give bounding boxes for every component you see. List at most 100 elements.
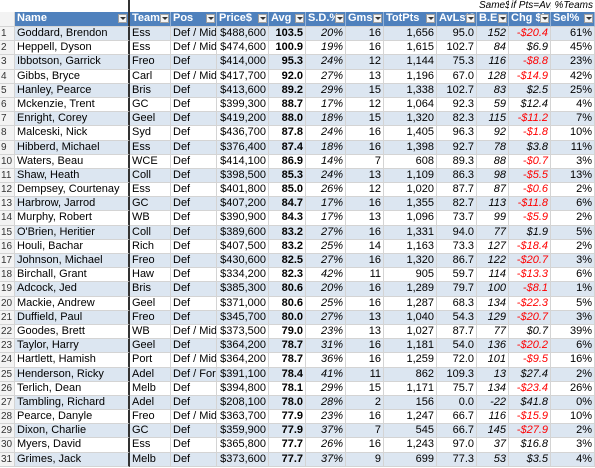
- average: 78.7: [269, 339, 306, 354]
- price-change: -$20.4: [509, 27, 551, 42]
- blank-cell: [0, 0, 15, 12]
- position: Def: [171, 339, 217, 354]
- games: 16: [346, 41, 384, 56]
- row-number: 25: [0, 367, 15, 382]
- team: Freo: [130, 55, 171, 70]
- break-even: 116: [477, 55, 509, 70]
- filter-dropdown[interactable]: [118, 14, 127, 23]
- filter-dropdown[interactable]: [426, 14, 435, 23]
- price-change: $27.4: [509, 367, 551, 382]
- average: 80.6: [269, 282, 306, 297]
- filter-dropdown[interactable]: [584, 14, 593, 23]
- price: $345,700: [217, 310, 269, 325]
- games: 2: [346, 395, 384, 411]
- selected-percent: 10%: [551, 126, 595, 141]
- average: 77.7: [269, 452, 306, 467]
- price: $363,700: [217, 410, 269, 425]
- price: $430,600: [217, 254, 269, 269]
- games: 13: [346, 211, 384, 226]
- row-number: 24: [0, 353, 15, 368]
- average: 84.7: [269, 197, 306, 212]
- total-points: 1,320: [384, 112, 437, 127]
- selected-percent: 25%: [551, 83, 595, 98]
- filter-dropdown[interactable]: [295, 14, 304, 23]
- column-header: Team: [130, 12, 171, 27]
- team: Freo: [130, 254, 171, 269]
- std-dev: 37%: [306, 452, 346, 467]
- row-number: 8: [0, 126, 15, 141]
- selected-percent: 42%: [551, 69, 595, 84]
- position: Def: [171, 381, 217, 396]
- std-dev: 18%: [306, 112, 346, 127]
- total-points: 1,338: [384, 83, 437, 98]
- position: Def: [171, 55, 217, 70]
- total-points: 862: [384, 367, 437, 382]
- position: Def: [171, 296, 217, 311]
- player-name: Murphy, Robert: [15, 211, 130, 226]
- filter-dropdown[interactable]: [335, 14, 344, 23]
- column-header: Avg: [269, 12, 306, 27]
- break-even: 145: [477, 424, 509, 439]
- games: 16: [346, 282, 384, 297]
- games: 16: [346, 296, 384, 311]
- filter-dropdown[interactable]: [540, 14, 549, 23]
- blank-cell: [306, 0, 346, 12]
- average-last-3: 77.3: [437, 452, 477, 467]
- filter-dropdown[interactable]: [206, 14, 215, 23]
- filter-dropdown[interactable]: [498, 14, 507, 23]
- player-name: Hibberd, Michael: [15, 140, 130, 155]
- filter-dropdown[interactable]: [373, 14, 382, 23]
- player-name: Dixon, Charlie: [15, 424, 130, 439]
- selected-percent: 13%: [551, 168, 595, 184]
- std-dev: 27%: [306, 69, 346, 84]
- position: Def: [171, 112, 217, 127]
- average-last-3: 86.3: [437, 168, 477, 184]
- average-last-3: 75.3: [437, 55, 477, 70]
- row-number: 31: [0, 452, 15, 467]
- break-even: 113: [477, 197, 509, 212]
- row-number: 22: [0, 324, 15, 340]
- total-points: 905: [384, 268, 437, 283]
- games: 15: [346, 112, 384, 127]
- team: Carl: [130, 69, 171, 84]
- break-even: 127: [477, 239, 509, 254]
- price-change: -$18.4: [509, 239, 551, 254]
- average-last-3: 97.0: [437, 438, 477, 453]
- total-points: 1,027: [384, 324, 437, 340]
- team: Haw: [130, 268, 171, 283]
- price: $407,200: [217, 197, 269, 212]
- average-last-3: 82.7: [437, 197, 477, 212]
- total-points: 1,247: [384, 410, 437, 425]
- price: $359,900: [217, 424, 269, 439]
- break-even: 129: [477, 310, 509, 325]
- selected-percent: 4%: [551, 97, 595, 113]
- selected-percent: 2%: [551, 424, 595, 439]
- selected-percent: 23%: [551, 55, 595, 70]
- team: Port: [130, 353, 171, 368]
- games: 16: [346, 254, 384, 269]
- column-header: S.D.%: [306, 12, 346, 27]
- break-even: 92: [477, 126, 509, 141]
- row-number: 7: [0, 112, 15, 127]
- filter-dropdown[interactable]: [466, 14, 475, 23]
- filter-dropdown[interactable]: [258, 14, 267, 23]
- games: 13: [346, 168, 384, 184]
- break-even: -22: [477, 395, 509, 411]
- price: $373,500: [217, 324, 269, 340]
- blank-cell: [130, 0, 171, 12]
- games: 11: [346, 367, 384, 382]
- row-number: 21: [0, 310, 15, 325]
- position: Def / Mid: [171, 324, 217, 340]
- column-header: TotPts: [384, 12, 437, 27]
- total-points: 1,064: [384, 97, 437, 113]
- average: 83.2: [269, 239, 306, 254]
- row-number: 26: [0, 381, 15, 396]
- price: $398,500: [217, 168, 269, 184]
- price: $371,000: [217, 296, 269, 311]
- price-change: $0.7: [509, 324, 551, 340]
- price-change: $6.9: [509, 41, 551, 56]
- break-even: 78: [477, 140, 509, 155]
- break-even: 100: [477, 282, 509, 297]
- break-even: 152: [477, 27, 509, 42]
- filter-dropdown[interactable]: [160, 14, 169, 23]
